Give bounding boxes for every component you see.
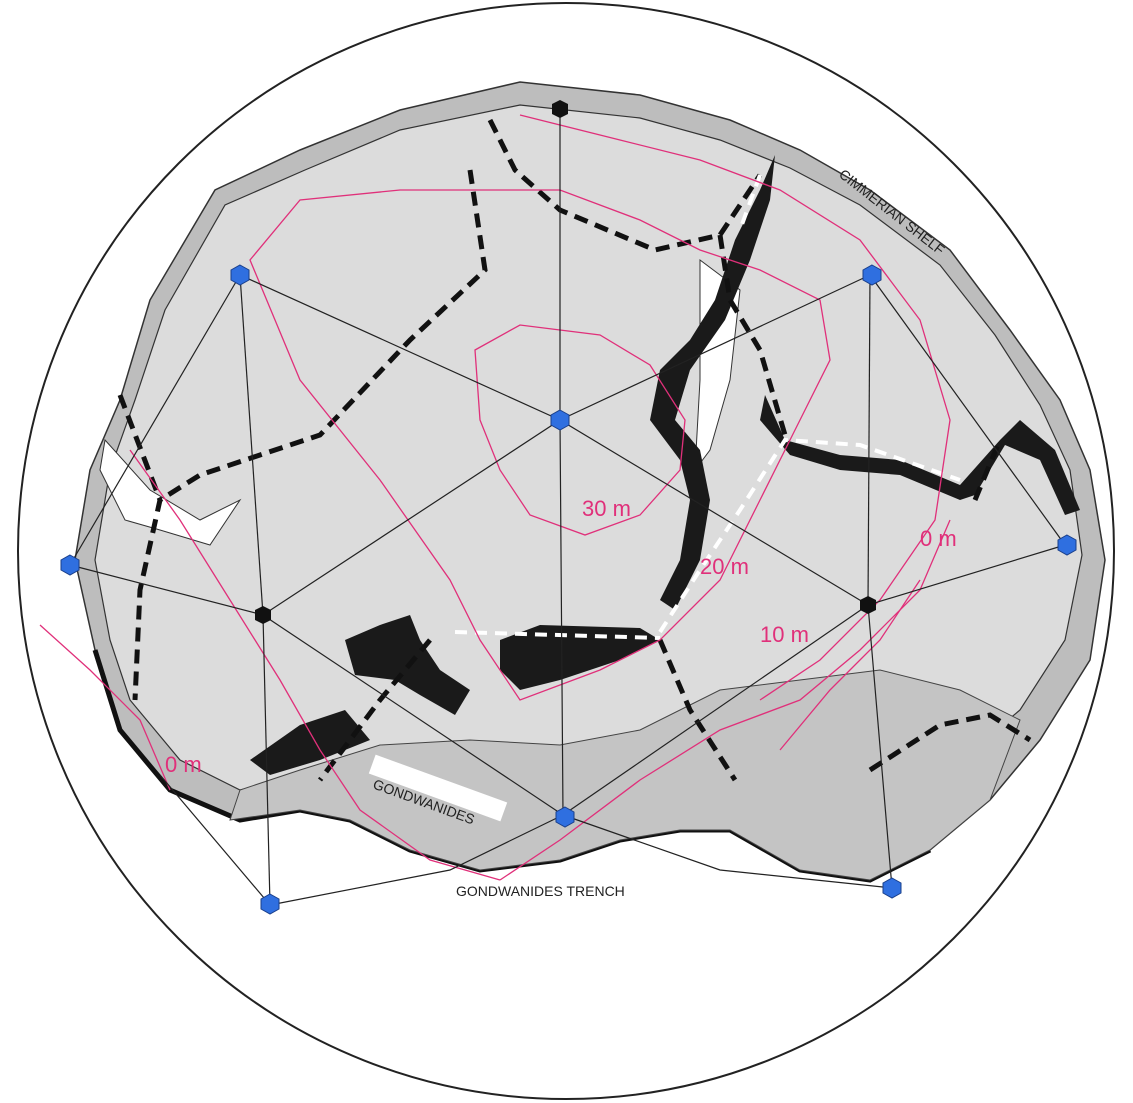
grid-nodes <box>60 100 1077 915</box>
blue-node <box>550 409 570 431</box>
black-node <box>255 606 271 624</box>
plate-boundaries <box>117 118 1032 782</box>
black-node <box>552 100 568 118</box>
blue-node <box>60 554 80 576</box>
rift-gap-west <box>99 438 242 546</box>
label-gondwanides-trench: GONDWANIDES TRENCH <box>456 883 625 899</box>
blue-node <box>862 264 882 286</box>
contour-label-20m: 20 m <box>700 554 749 579</box>
basin-south <box>250 710 370 775</box>
blue-node <box>555 806 575 828</box>
contour-label-30m: 30 m <box>582 496 631 521</box>
blue-node <box>230 264 250 286</box>
basin-central <box>500 625 660 690</box>
black-node <box>860 596 876 614</box>
contour-label-0m-west: 0 m <box>165 752 202 777</box>
rift-northeast <box>650 155 775 610</box>
gondwanides-belt <box>229 669 1021 881</box>
rift-east <box>760 395 1080 515</box>
blue-node <box>882 877 902 899</box>
blue-node <box>1057 534 1077 556</box>
label-gondwanides-bg <box>368 754 508 822</box>
contour-label-10m: 10 m <box>760 622 809 647</box>
spreading-ridges <box>454 174 961 640</box>
blue-node <box>260 893 280 915</box>
rift-gap-central <box>694 259 741 472</box>
sea-level-contours <box>39 114 951 881</box>
contour-label-0m-east: 0 m <box>920 526 957 551</box>
